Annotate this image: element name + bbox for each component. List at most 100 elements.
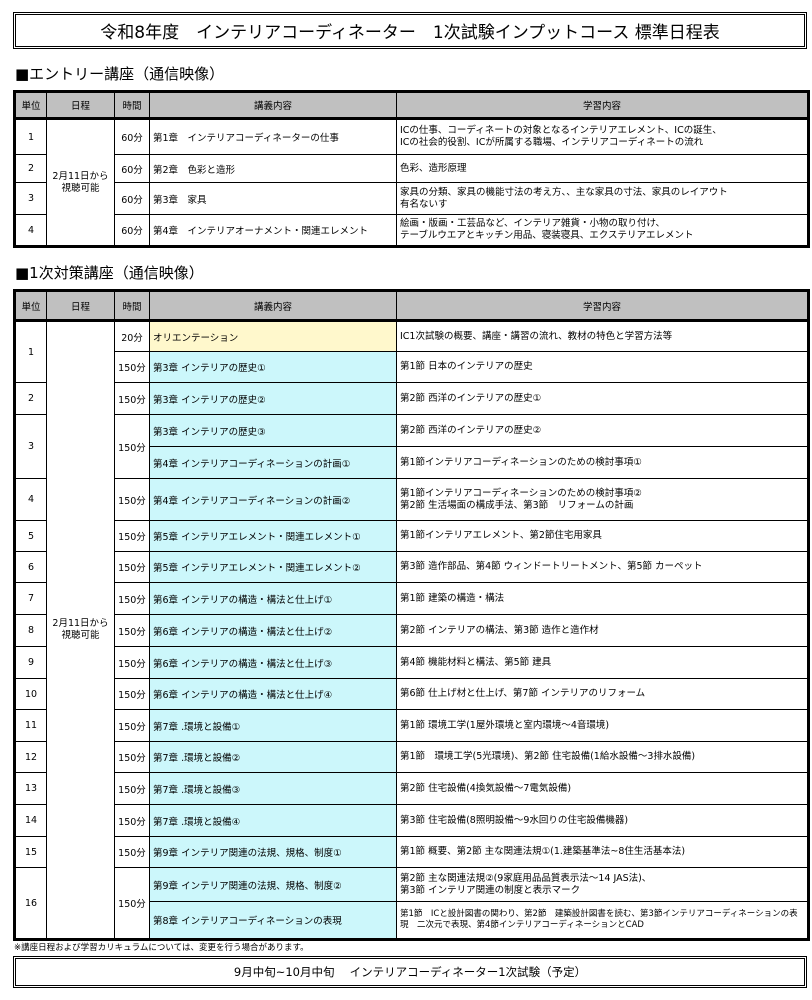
schedule-cell: 2月11日から 視聴可能 [46, 320, 115, 940]
lecture-title: 第6章 インテリアの構造・構法と仕上げ③ [149, 646, 397, 679]
table-row: 15 150分 第9章 インテリア関連の法規、規格、制度① 第1節 概要、第2節 主な… [14, 836, 809, 868]
study-content: 第1節 日本のインテリアの歴史 [396, 351, 809, 383]
table-row: 10 150分 第6章 インテリアの構造・構法と仕上げ④ 第6節 仕上げ材と仕上げ、第… [14, 678, 809, 710]
time-cell: 150分 [114, 520, 150, 552]
column-header-schedule: 日程 [46, 290, 115, 321]
time-cell: 60分 [114, 118, 150, 155]
lecture-title: 第8章 インテリアコーディネーションの表現 [149, 901, 397, 940]
time-cell: 150分 [114, 414, 150, 479]
column-header-lecture: 講義内容 [149, 290, 397, 321]
table-row: 7 150分 第6章 インテリアの構造・構法と仕上げ① 第1節 建築の構造・構法 [14, 582, 809, 615]
time-cell: 150分 [114, 614, 150, 647]
table-row: 14 150分 第7章 .環境と設備④ 第3節 住宅設備(8照明設備～9水回りの住宅設… [14, 804, 809, 837]
column-header-content: 学習内容 [396, 290, 809, 321]
time-cell: 150分 [114, 678, 150, 710]
unit-number: 16 [14, 867, 47, 940]
lecture-title: 第3章 インテリアの歴史① [149, 351, 397, 383]
study-content: 第2節 インテリアの構法、第3節 造作と造作材 [396, 614, 809, 647]
study-content: 絵画・版画・工芸品など、インテリア雑貨・小物の取り付け、 テーブルウエアとキッチ… [396, 214, 809, 247]
lecture-title: 第6章 インテリアの構造・構法と仕上げ① [149, 582, 397, 615]
time-cell: 150分 [114, 478, 150, 521]
unit-number: 14 [14, 804, 47, 837]
study-content: 第3節 造作部品、第4節 ウィンドートリートメント、第5節 カーペット [396, 551, 809, 583]
time-cell: 150分 [114, 551, 150, 583]
study-content: ICの仕事、コーディネートの対象となるインテリアエレメント、ICの誕生、 ICの… [396, 118, 809, 155]
study-content: 第6節 仕上げ材と仕上げ、第7節 インテリアのリフォーム [396, 678, 809, 710]
table-row: 12 150分 第7章 .環境と設備② 第1節 環境工学(5光環境)、第2節 住宅設備… [14, 741, 809, 773]
lecture-title: 第7章 .環境と設備④ [149, 804, 397, 837]
time-cell: 150分 [114, 582, 150, 615]
unit-number: 2 [14, 154, 47, 183]
study-content: 第1節インテリアコーディネーションのための検討事項② 第2節 生活場面の構成手法… [396, 478, 809, 521]
lecture-title: 第7章 .環境と設備② [149, 741, 397, 773]
time-cell: 150分 [114, 804, 150, 837]
column-header-unit: 単位 [14, 91, 47, 119]
lecture-title: 第5章 インテリアエレメント・関連エレメント② [149, 551, 397, 583]
table-row: 4 150分 第4章 インテリアコーディネーションの計画② 第1節インテリアコーディネ… [14, 478, 809, 521]
first-exam-schedule-table: 単位 日程 時間 講義内容 学習内容 1 2月11日から 視聴可能 20分 オリエンテーション I… [13, 289, 810, 941]
unit-number: 11 [14, 709, 47, 742]
table-row: 3 60分 第3章 家具 家具の分類、家具の機能寸法の考え方、、主な家具の寸法、家具の… [14, 182, 809, 215]
unit-number: 7 [14, 582, 47, 615]
unit-number: 2 [14, 382, 47, 415]
lecture-title: 第4章 インテリアコーディネーションの計画② [149, 478, 397, 521]
time-cell: 150分 [114, 836, 150, 868]
study-content: 第1節 環境工学(5光環境)、第2節 住宅設備(1給水設備～3排水設備) [396, 741, 809, 773]
unit-number: 6 [14, 551, 47, 583]
unit-number: 3 [14, 414, 47, 479]
table-row: 9 150分 第6章 インテリアの構造・構法と仕上げ③ 第4節 機能材料と構法、第5節… [14, 646, 809, 679]
page-title: 令和8年度 インテリアコーディネーター 1次試験インプットコース 標準日程表 [13, 12, 807, 49]
column-header-unit: 単位 [14, 290, 47, 321]
table-row: 13 150分 第7章 .環境と設備③ 第2節 住宅設備(4換気設備～7電気設備) [14, 772, 809, 805]
exam-text: 9月中旬~10月中旬 インテリアコーディネーター1次試験（予定） [233, 965, 587, 979]
unit-number: 1 [14, 320, 47, 383]
study-content: 第1節 概要、第2節 主な関連法規①(1.建築基準法~8住生活基本法) [396, 836, 809, 868]
unit-number: 4 [14, 478, 47, 521]
unit-number: 10 [14, 678, 47, 710]
table-row: 1 2月11日から 視聴可能 60分 第1章 インテリアコーディネーターの仕事 ICの仕… [14, 118, 809, 247]
column-header-content: 学習内容 [396, 91, 809, 119]
unit-number: 1 [14, 118, 47, 155]
study-content: 家具の分類、家具の機能寸法の考え方、、主な家具の寸法、家具のレイアウト 有名ない… [396, 182, 809, 215]
time-cell: 150分 [114, 351, 150, 383]
table-row: 第8章 インテリアコーディネーションの表現 第1節 ICと設計図書の関わり、第2節… [15, 901, 809, 940]
column-header-time: 時間 [114, 290, 150, 321]
lecture-title: 第6章 インテリアの構造・構法と仕上げ④ [149, 678, 397, 710]
lecture-title: 第9章 インテリア関連の法規、規格、制度① [149, 836, 397, 868]
table-row: 2 60分 第2章 色彩と造形 色彩、造形原理 [14, 154, 809, 183]
entry-schedule-table: 単位 日程 時間 講義内容 学習内容 1 2月11日から 視聴可能 60分 第1章 インテリアコ… [13, 90, 810, 248]
change-note: ※講座日程および学習カリキュラムについては、変更を行う場合があります。 [14, 943, 309, 953]
table-row: 4 60分 第4章 インテリアオーナメント・関連エレメント 絵画・版画・工芸品など、イ… [14, 214, 809, 247]
table-row: 5 150分 第5章 インテリアエレメント・関連エレメント① 第1節インテリアエレメン… [14, 520, 809, 552]
lecture-title: 第3章 インテリアの歴史③ [149, 414, 397, 447]
lecture-title: 第6章 インテリアの構造・構法と仕上げ② [149, 614, 397, 647]
unit-number: 8 [14, 614, 47, 647]
study-content: 第1節 環境工学(1屋外環境と室内環境～4音環境) [396, 709, 809, 742]
lecture-title: 第9章 インテリア関連の法規、規格、制度② [149, 867, 397, 902]
title-text: 令和8年度 インテリアコーディネーター 1次試験インプットコース 標準日程表 [100, 23, 720, 43]
unit-number: 5 [14, 520, 47, 552]
study-content: 第1節 ICと設計図書の関わり、第2節 建築設計図書を読む、第3節インテリアコー… [396, 901, 809, 940]
time-cell: 150分 [114, 772, 150, 805]
table-row: 2 150分 第3章 インテリアの歴史② 第2節 西洋のインテリアの歴史① [14, 382, 809, 415]
lecture-title: 第1章 インテリアコーディネーターの仕事 [149, 118, 397, 155]
study-content: 第4節 機能材料と構法、第5節 建具 [396, 646, 809, 679]
lecture-title: 第7章 .環境と設備① [149, 709, 397, 742]
table-row: 3 150分 第3章 インテリアの歴史③ 第2節 西洋のインテリアの歴史② [14, 414, 809, 479]
table-row: 16 150分 第9章 インテリア関連の法規、規格、制度② 第2節 主な関連法規②(9… [14, 867, 809, 940]
unit-number: 3 [14, 182, 47, 215]
unit-number: 9 [14, 646, 47, 679]
entry-section-heading: ■エントリー講座（通信映像） [15, 65, 225, 83]
unit-number: 13 [14, 772, 47, 805]
time-cell: 150分 [114, 867, 150, 940]
time-cell: 60分 [114, 214, 150, 247]
lecture-title: 第3章 家具 [149, 182, 397, 215]
unit-number: 12 [14, 741, 47, 773]
lecture-title: 第2章 色彩と造形 [149, 154, 397, 183]
table-row: 1 2月11日から 視聴可能 20分 オリエンテーション IC1次試験の概要、講座・講習… [14, 320, 809, 940]
time-cell: 150分 [114, 646, 150, 679]
time-cell: 150分 [114, 709, 150, 742]
study-content: 第1節インテリアエレメント、第2節住宅用家具 [396, 520, 809, 552]
table-row: 6 150分 第5章 インテリアエレメント・関連エレメント② 第3節 造作部品、第4節… [14, 551, 809, 583]
table-row: 11 150分 第7章 .環境と設備① 第1節 環境工学(1屋外環境と室内環境～4音環… [14, 709, 809, 742]
